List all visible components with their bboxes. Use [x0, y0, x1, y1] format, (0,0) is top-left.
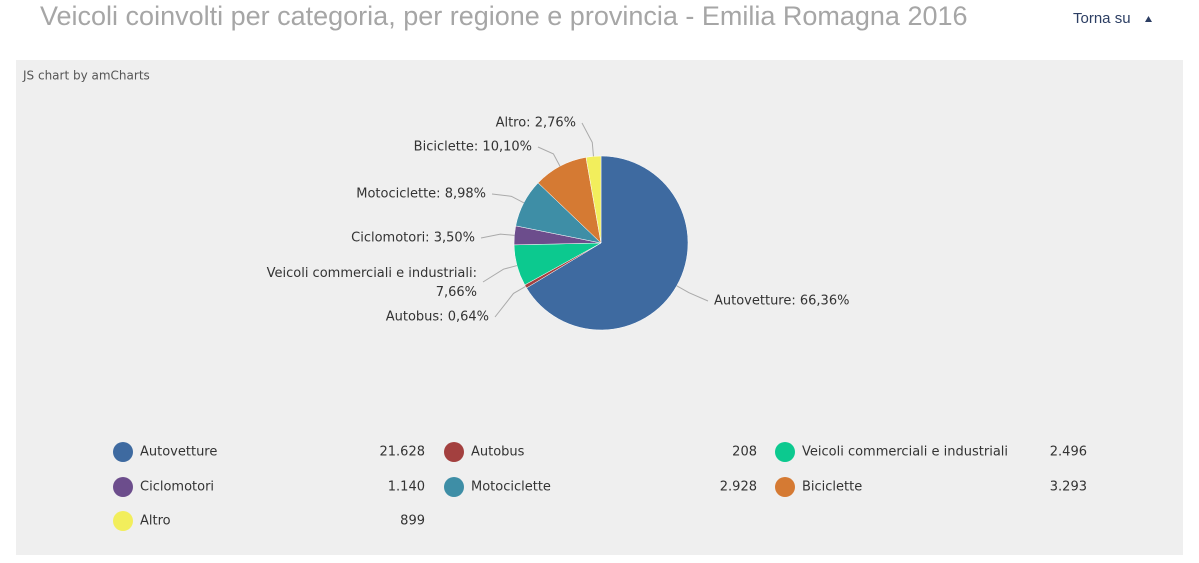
- leader-line: [676, 285, 709, 302]
- legend-marker: [113, 477, 133, 497]
- legend-label: Biciclette: [802, 480, 862, 495]
- legend-value: 21.628: [380, 445, 426, 460]
- legend-marker: [113, 511, 133, 531]
- pie-slice: [526, 155, 689, 331]
- legend-marker: [775, 477, 795, 497]
- legend-value: 208: [732, 445, 757, 460]
- slice-label: Biciclette: 10,10%: [414, 140, 532, 155]
- legend-label: Motociclette: [471, 480, 551, 495]
- slice-label: Motociclette: 8,98%: [356, 187, 486, 202]
- page-title: Veicoli coinvolti per categoria, per reg…: [40, 1, 968, 31]
- leader-line: [537, 146, 561, 167]
- slice-label: Autovetture: 66,36%: [714, 294, 849, 309]
- legend-value: 3.293: [1050, 480, 1087, 495]
- slice-label: Ciclomotori: 3,50%: [351, 231, 475, 246]
- legend-value: 2.928: [720, 480, 757, 495]
- legend-value: 899: [400, 514, 425, 529]
- legend-label: Ciclomotori: [140, 480, 214, 495]
- leader-line: [482, 265, 518, 283]
- legend-value: 1.140: [388, 480, 425, 495]
- slice-label: Autobus: 0,64%: [386, 310, 489, 325]
- leader-line: [494, 286, 526, 318]
- back-to-top[interactable]: Torna su: [1073, 10, 1152, 27]
- leader-line: [491, 193, 525, 204]
- leader-line: [480, 233, 515, 239]
- up-arrow-icon: [1145, 16, 1152, 22]
- legend-label: Veicoli commerciali e industriali: [802, 445, 1008, 460]
- leader-line: [581, 122, 594, 157]
- legend-label: Autobus: [471, 445, 525, 460]
- nav-link[interactable]: Torna su: [1073, 10, 1131, 27]
- slice-label: Altro: 2,76%: [496, 116, 576, 131]
- slice-label: Veicoli commerciali e industriali: 7,66%: [267, 266, 477, 300]
- legend-marker: [775, 442, 795, 462]
- legend-label: Altro: [140, 514, 171, 529]
- legend-marker: [444, 442, 464, 462]
- legend-value: 2.496: [1050, 445, 1087, 460]
- credit: JS chart by amCharts: [22, 69, 150, 83]
- legend-label: Autovetture: [140, 445, 217, 460]
- legend-marker: [113, 442, 133, 462]
- pie-chart: Autovetture: 66,36% Autobus: 0,64% Veicoli…: [113, 116, 1087, 531]
- legend-marker: [444, 477, 464, 497]
